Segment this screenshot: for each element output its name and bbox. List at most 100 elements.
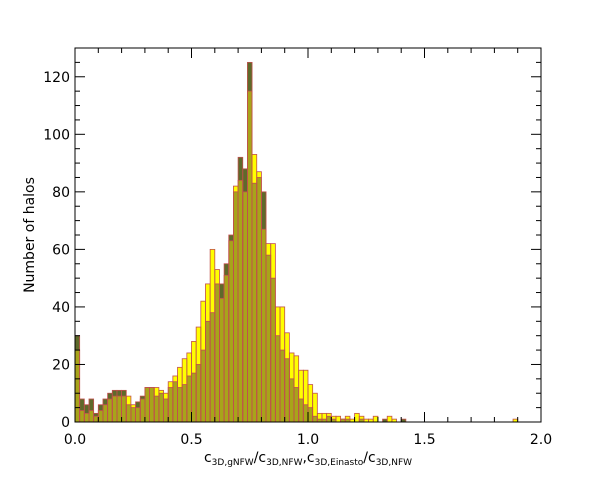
bar-overlap bbox=[303, 404, 308, 422]
bar-overlap bbox=[345, 419, 350, 422]
bar-outlines bbox=[74, 61, 519, 423]
bar-overlap bbox=[261, 229, 267, 422]
bar-overlap bbox=[112, 396, 117, 422]
x-label-base: ,c bbox=[302, 450, 314, 466]
bar-overlap bbox=[196, 364, 201, 422]
bar-overlap bbox=[205, 321, 211, 422]
bar-yellow bbox=[317, 413, 322, 422]
bar-overlap bbox=[168, 387, 173, 422]
x-label-subscript: 3D,gNFW bbox=[212, 458, 254, 468]
y-tick-label: 0 bbox=[61, 415, 70, 431]
x-label-base: /c bbox=[363, 450, 375, 466]
bar-overlap bbox=[186, 375, 192, 422]
bar-overlap bbox=[130, 407, 136, 422]
bar-yellow bbox=[354, 413, 360, 422]
y-tick-label: 40 bbox=[52, 300, 70, 316]
bar-overlap bbox=[116, 396, 122, 422]
bar-yellow bbox=[363, 419, 369, 422]
bar-overlap bbox=[340, 419, 346, 422]
x-label-subscript: 3D,Einasto bbox=[315, 458, 364, 468]
bar-overlap bbox=[321, 419, 327, 422]
bar-overlap bbox=[224, 275, 229, 422]
y-tick-label: 80 bbox=[52, 185, 70, 201]
y-axis-label: Number of halos bbox=[22, 177, 38, 293]
y-tick-label: 60 bbox=[52, 242, 70, 258]
bar-overlap bbox=[275, 335, 281, 422]
bar-overlap bbox=[135, 407, 141, 422]
bar-overlap bbox=[93, 416, 99, 422]
bar-overlap bbox=[233, 191, 239, 422]
bar-overlap bbox=[359, 419, 364, 422]
bar-overlap bbox=[312, 416, 318, 422]
bar-overlap bbox=[158, 393, 164, 422]
series-yellow-bars bbox=[75, 91, 518, 423]
x-label-base: c bbox=[204, 450, 212, 466]
bar-yellow bbox=[387, 416, 392, 422]
bar-overlap bbox=[238, 180, 243, 422]
y-tick-label: 100 bbox=[43, 127, 70, 143]
bar-yellow bbox=[308, 384, 313, 422]
bar-overlap bbox=[294, 387, 299, 422]
bar-overlap bbox=[88, 410, 94, 422]
bar-overlap bbox=[252, 183, 257, 422]
bar-yellow bbox=[349, 419, 355, 422]
bar-overlap bbox=[210, 312, 215, 422]
bar-overlap bbox=[84, 413, 89, 422]
series-overlap-bars bbox=[75, 91, 364, 423]
bar-yellow bbox=[303, 370, 308, 422]
bar-yellow bbox=[312, 393, 318, 422]
bar-overlap bbox=[214, 283, 220, 422]
bar-overlap bbox=[149, 387, 155, 422]
bar-overlap bbox=[256, 177, 262, 422]
bar-overlap bbox=[121, 396, 127, 422]
axis-tick-labels: 0.0 0.5 1.0 1.5 2.0 0 20 40 60 80 100 120 bbox=[43, 70, 552, 448]
bar-overlap bbox=[219, 298, 225, 422]
bar-overlap bbox=[326, 416, 332, 422]
x-tick-label: 0.0 bbox=[64, 432, 86, 448]
bar-overlap bbox=[177, 387, 183, 422]
bar-overlap bbox=[200, 350, 206, 422]
bar-overlap bbox=[191, 373, 197, 422]
bar-overlap bbox=[284, 358, 290, 422]
bar-overlap bbox=[331, 419, 336, 422]
y-tick-label: 120 bbox=[43, 70, 70, 86]
x-label-subscript: 3D,NFW bbox=[266, 458, 302, 468]
x-label-subscript: 3D,NFW bbox=[376, 458, 412, 468]
bar-overlap bbox=[298, 398, 304, 422]
bar-yellow bbox=[298, 370, 304, 422]
x-tick-label: 1.5 bbox=[413, 432, 435, 448]
bar-overlap bbox=[266, 255, 271, 422]
y-tick-label: 20 bbox=[52, 357, 70, 373]
bar-yellow bbox=[321, 413, 327, 422]
bar-overlap bbox=[75, 350, 80, 422]
x-tick-label: 0.5 bbox=[180, 432, 202, 448]
bar-overlap bbox=[247, 91, 253, 423]
bar-overlap bbox=[126, 404, 131, 422]
bar-overlap bbox=[308, 407, 313, 422]
bar-overlap bbox=[317, 419, 322, 422]
bar-overlap bbox=[242, 191, 248, 422]
x-tick-label: 2.0 bbox=[530, 432, 552, 448]
bar-overlap bbox=[228, 240, 234, 422]
bar-overlap bbox=[289, 378, 295, 422]
bar-overlap bbox=[154, 396, 159, 422]
bar-overlap bbox=[98, 410, 103, 422]
bar-overlap bbox=[182, 384, 187, 422]
bar-overlap bbox=[79, 410, 85, 422]
bar-overlap bbox=[163, 398, 169, 422]
bar-overlap bbox=[144, 387, 150, 422]
bar-yellow bbox=[335, 416, 341, 422]
bar-overlap bbox=[280, 350, 285, 422]
bar-yellow bbox=[513, 419, 518, 422]
bar-overlap bbox=[140, 398, 145, 422]
x-label-base: /c bbox=[254, 450, 266, 466]
bar-yellow bbox=[373, 416, 378, 422]
bar-overlap bbox=[107, 398, 113, 422]
axis-ticks bbox=[74, 47, 542, 423]
bar-overlap bbox=[270, 278, 276, 422]
bar-overlap bbox=[172, 381, 178, 422]
x-axis-label: c3D,gNFW/c3D,NFW,c3D,Einasto/c3D,NFW bbox=[204, 450, 412, 468]
x-tick-label: 1.0 bbox=[297, 432, 319, 448]
bar-yellow bbox=[391, 419, 397, 422]
